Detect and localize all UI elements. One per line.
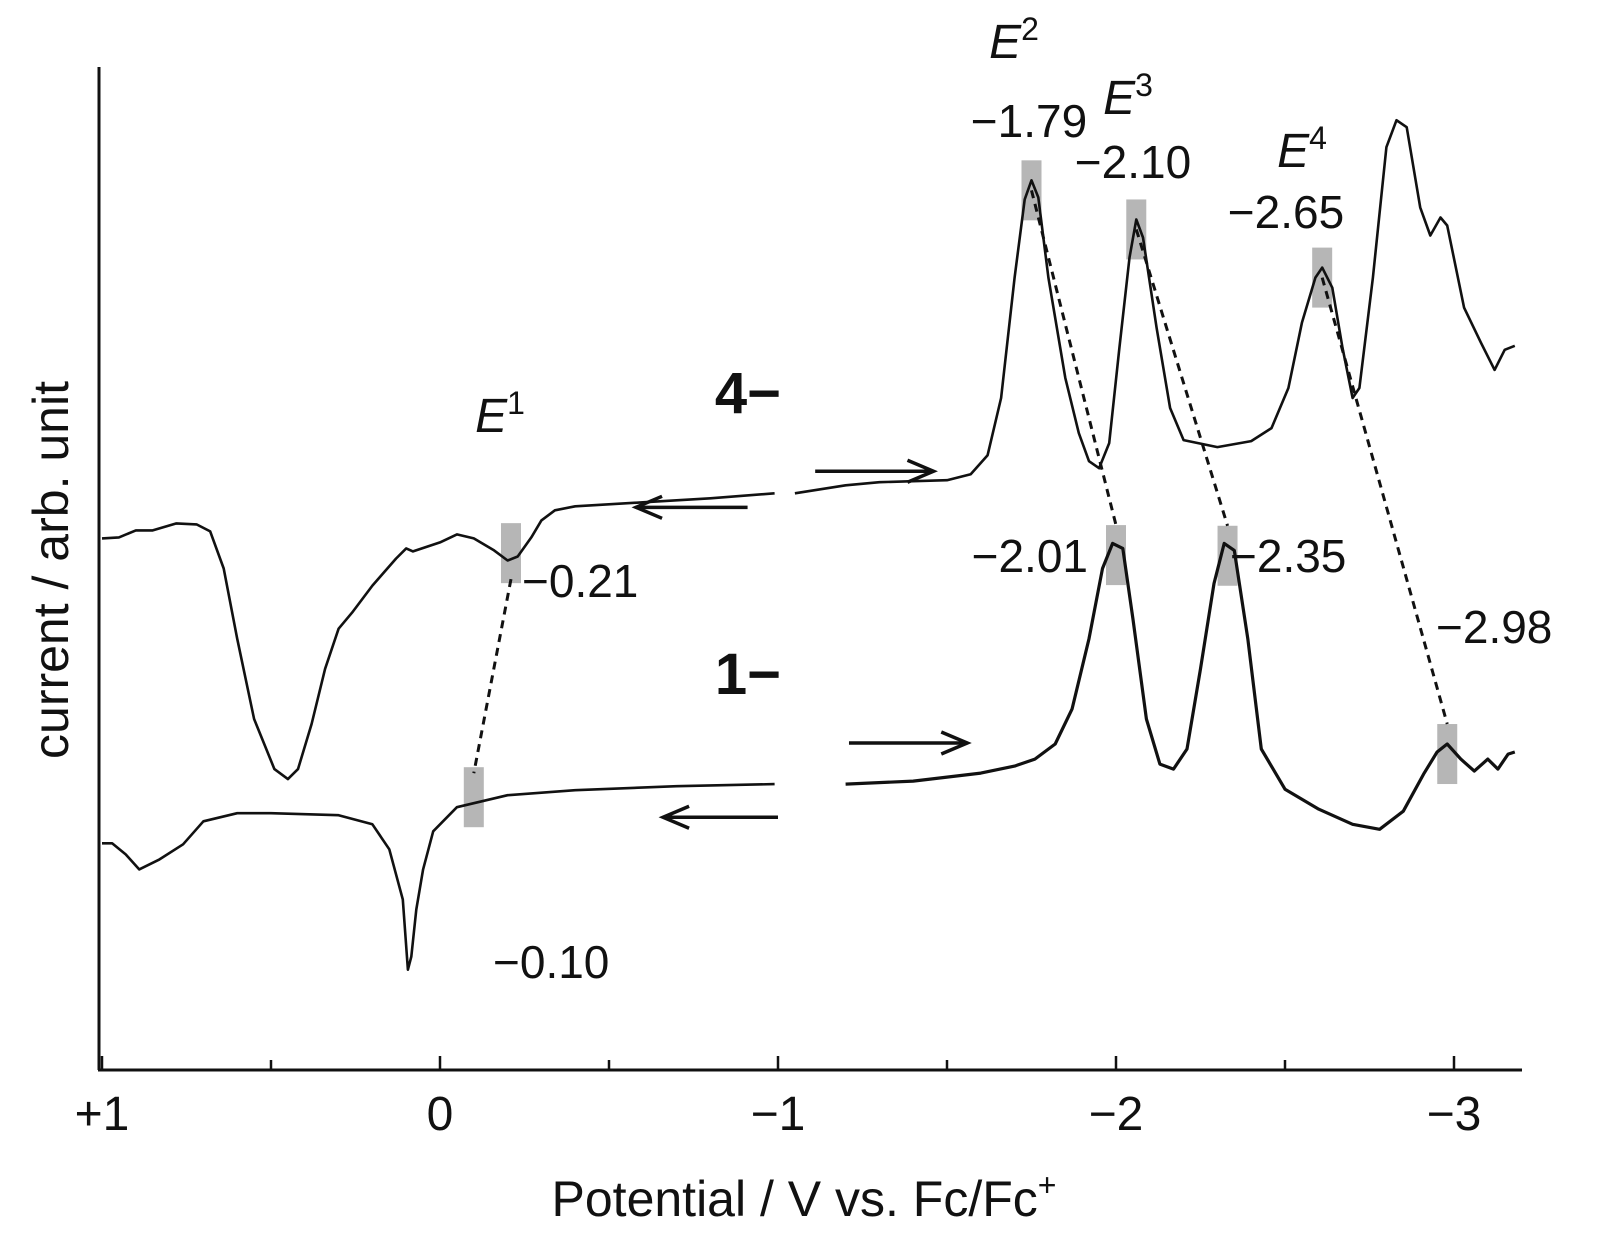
peak-marker — [1106, 525, 1126, 586]
peak-E-label: E1 — [475, 385, 525, 443]
curve-1-cathodic — [845, 541, 1516, 831]
scan-direction-arrows — [631, 458, 972, 830]
peak-E-index: 2 — [1021, 11, 1039, 47]
species-label: 4− — [715, 361, 781, 426]
peak-value-label: −2.35 — [1230, 530, 1346, 582]
scan-arrow-cathodic — [815, 458, 938, 484]
peak-correlation-line — [472, 578, 513, 774]
scan-arrow-cathodic — [848, 730, 972, 756]
peak-E-letter: E — [1277, 125, 1310, 178]
peak-E-label: E3 — [1103, 67, 1153, 125]
peak-markers — [463, 160, 1458, 828]
peak-E-index: 4 — [1309, 120, 1327, 156]
peak-value-label: −2.98 — [1436, 601, 1552, 653]
scan-arrow-head — [658, 804, 690, 830]
x-tick-label: −1 — [751, 1088, 806, 1141]
x-tick-label: −3 — [1427, 1088, 1482, 1141]
peak-marker — [1217, 525, 1238, 586]
peak-E-label: E2 — [989, 11, 1039, 69]
peak-E-index: 1 — [507, 385, 525, 421]
scan-arrow-head — [631, 494, 663, 520]
peak-marker — [463, 767, 484, 828]
peak-value-label: −1.79 — [971, 95, 1087, 147]
x-axis-title-text: Potential / V vs. Fc/Fc — [552, 1171, 1038, 1227]
data-curves — [101, 118, 1516, 971]
peak-value-label: −0.10 — [493, 936, 609, 988]
x-tick-label: 0 — [427, 1088, 454, 1141]
peak-value-label: −2.65 — [1228, 186, 1344, 238]
peak-value-label: −0.21 — [522, 555, 638, 607]
x-axis-title: Potential / V vs. Fc/Fc+ — [552, 1167, 1057, 1227]
x-tick-label: −2 — [1089, 1088, 1144, 1141]
curve-1-anodic — [102, 782, 775, 971]
peak-marker — [1437, 724, 1458, 785]
scan-arrow-anodic — [631, 494, 748, 520]
peak-marker — [500, 523, 521, 584]
scan-arrow-anodic — [658, 804, 778, 830]
curve-4-cathodic — [794, 118, 1516, 495]
peak-value-label: −2.10 — [1075, 136, 1191, 188]
peak-E-index: 3 — [1135, 67, 1153, 103]
x-axis-ticks: +1 0 −1 −2 −3 — [75, 1056, 1482, 1141]
y-axis-title: current / arb. unit — [23, 381, 79, 759]
peak-E-label: E4 — [1277, 120, 1327, 178]
peak-E-letter: E — [989, 16, 1022, 69]
species-label: 1− — [715, 642, 781, 707]
peak-E-letter: E — [475, 390, 508, 443]
x-tick-label: +1 — [75, 1088, 130, 1141]
scan-arrow-head — [906, 458, 938, 484]
peak-correlation-lines — [472, 189, 1449, 774]
peak-E-letter: E — [1103, 72, 1136, 125]
curve-4-anodic — [101, 492, 775, 781]
peak-value-label: −2.01 — [972, 530, 1088, 582]
peak-correlation-line — [1134, 229, 1229, 527]
species-labels: 4− 1− — [715, 361, 781, 707]
x-axis-title-superscript: + — [1038, 1167, 1057, 1203]
scan-arrow-head — [940, 730, 972, 756]
